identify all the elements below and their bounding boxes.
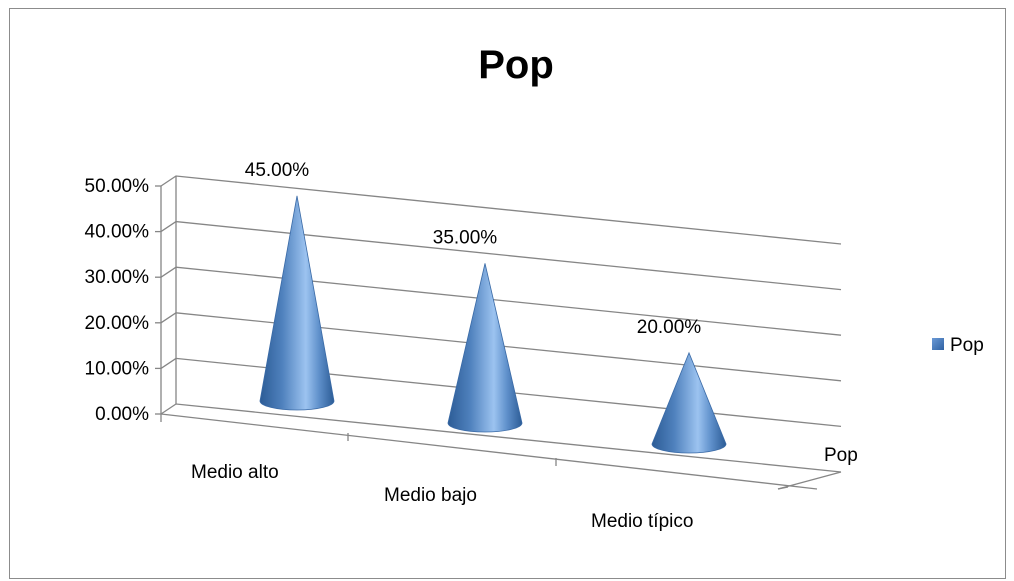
gridline: [160, 175, 842, 245]
x-category-label: Medio bajo: [384, 485, 477, 506]
y-tick-label: 30.00%: [85, 267, 150, 288]
depth-tick-mark: [777, 486, 789, 490]
x-category-label: Medio alto: [191, 462, 279, 483]
gridline: [160, 266, 842, 336]
chart-title: Pop: [478, 43, 554, 87]
legend-swatch: [932, 338, 944, 350]
y-tick-label: 50.00%: [85, 176, 150, 197]
cone-medio-típico: [651, 351, 727, 454]
gridline: [160, 220, 842, 291]
y-tick-label: 10.00%: [85, 358, 150, 379]
axes: [155, 176, 842, 490]
cone-chart: Pop 0.00%10.00%20.00%30.00%40.00%50.00% …: [85, 43, 984, 532]
depth-axis-label: Pop: [824, 445, 858, 466]
chart-area: Pop 0.00% 10.00% 20.00% 30.00% 40.00% 50.00% …: [9, 8, 1006, 579]
cones: [259, 195, 727, 454]
data-label: 20.00%: [637, 317, 702, 338]
y-tick-label: 0.00%: [95, 404, 149, 425]
legend-label: Pop: [950, 335, 984, 356]
y-tick-label: 40.00%: [85, 222, 150, 243]
cone-medio-bajo: [447, 263, 523, 433]
y-axis-ticks: 0.00% 10.00% 20.00% 30.00% 40.00% 50.00%: [85, 176, 150, 425]
x-axis-line: [160, 413, 818, 490]
data-label: 35.00%: [433, 227, 498, 248]
x-axis-categories: Medio alto Medio bajo Medio típico: [191, 462, 693, 532]
cone-medio-alto: [259, 195, 335, 411]
depth-axis-line: [777, 471, 842, 490]
y-tick-label: 20.00%: [85, 313, 150, 334]
data-label: 45.00%: [245, 160, 310, 181]
x-category-label: Medio típico: [591, 511, 693, 532]
legend: Pop: [932, 335, 984, 356]
data-labels: 45.00% 35.00% 20.00%: [245, 160, 702, 338]
